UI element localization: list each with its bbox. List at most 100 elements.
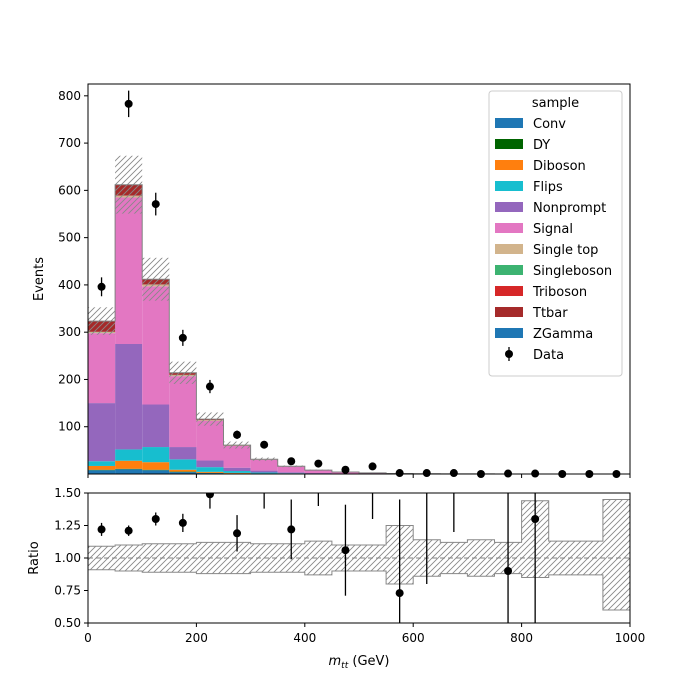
ratio-point: [124, 526, 133, 535]
bar-flips: [196, 467, 224, 472]
bar-diboson: [115, 460, 143, 469]
bar-diboson: [88, 465, 116, 470]
legend-label: Data: [533, 348, 564, 363]
ratio-y-tick-label: 0.75: [54, 584, 81, 598]
data-point: [260, 440, 269, 449]
ratio-band: [88, 546, 116, 570]
bar-signal: [142, 286, 170, 405]
bar-diboson: [169, 469, 197, 472]
legend-label: Diboson: [533, 159, 586, 174]
ratio-band-edge: [88, 569, 630, 611]
bar-nonprompt: [250, 470, 278, 473]
bar-nonprompt: [115, 344, 143, 450]
bar-conv: [142, 470, 170, 474]
data-point: [368, 462, 377, 471]
legend-swatch: [495, 118, 523, 128]
ratio-point: [369, 346, 377, 354]
bar-signal: [250, 459, 278, 471]
ratio-point: [341, 546, 350, 555]
ratio-point: [97, 525, 106, 534]
ratio-point: [423, 476, 431, 484]
ratio-point: [233, 529, 242, 538]
legend-label: Conv: [533, 117, 566, 132]
main-plot: 100 200 300 400 500 600 700 800 Events: [32, 83, 631, 478]
ratio-y-tick-label: 1.25: [54, 519, 81, 533]
data-point: [449, 469, 458, 478]
x-tick-label: 200: [185, 631, 208, 645]
bar-flips: [115, 449, 143, 461]
y-tick-label: 400: [58, 278, 81, 292]
data-point: [124, 99, 133, 108]
bar-signal: [304, 470, 332, 474]
ratio-band: [169, 543, 197, 573]
legend-swatch: [495, 223, 523, 233]
bar-nonprompt: [196, 460, 224, 468]
legend-label: Triboson: [532, 285, 587, 300]
bar-flips: [250, 472, 278, 474]
legend-swatch: [495, 286, 523, 296]
bar-nonprompt: [223, 467, 251, 472]
legend-label: Single top: [533, 243, 598, 258]
ratio-y-tick-label: 1.00: [54, 551, 81, 565]
legend-label: ZGamma: [533, 327, 593, 342]
legend-swatch: [495, 244, 523, 254]
ratio-band-edge: [88, 499, 630, 547]
data-point: [151, 200, 160, 209]
y-tick-label: 500: [58, 231, 81, 245]
bar-signal: [223, 445, 251, 468]
y-tick-label: 800: [58, 89, 81, 103]
bar-nonprompt: [169, 447, 197, 460]
ratio-content: [88, 346, 630, 623]
x-tick-label: 800: [510, 631, 533, 645]
data-point: [395, 469, 404, 478]
y-tick-label: 200: [58, 372, 81, 386]
ratio-point: [178, 518, 187, 527]
x-tick-label: 0: [84, 631, 92, 645]
bar-signal: [115, 197, 143, 344]
ratio-y-axis-label: Ratio: [27, 541, 42, 574]
y-tick-label: 700: [58, 136, 81, 150]
bar-diboson: [142, 462, 170, 470]
data-point: [341, 465, 350, 474]
legend-title: sample: [532, 96, 579, 111]
legend-label: DY: [533, 138, 550, 153]
data-point: [97, 282, 106, 291]
ratio-y-tick-label: 0.50: [54, 616, 81, 630]
ratio-plot: 0.50 0.75 1.00 1.25 1.50 0 200 400 600 800 1000 Rat…: [27, 346, 645, 671]
ratio-point: [287, 525, 296, 534]
data-point: [287, 457, 296, 466]
legend-swatch: [495, 307, 523, 317]
bar-nonprompt: [142, 404, 170, 448]
data-point: [205, 382, 214, 391]
ratio-band: [602, 499, 630, 610]
ratio-point: [151, 515, 160, 523]
bar-flips: [88, 461, 116, 466]
legend-swatch: [495, 160, 523, 170]
x-tick-label: 600: [402, 631, 425, 645]
x-axis-label: mtt (GeV): [329, 654, 390, 671]
ratio-band: [304, 541, 332, 575]
legend-label: Nonprompt: [533, 201, 606, 216]
legend: sample Conv DY Diboson Flips Nonprompt Signal S…: [488, 90, 623, 377]
legend-swatch: [495, 328, 523, 338]
bar-signal: [88, 333, 116, 404]
y-tick-label: 600: [58, 183, 81, 197]
bar-nonprompt: [277, 472, 305, 474]
main-axes-frame: [87, 83, 631, 475]
bar-conv: [115, 469, 143, 474]
ratio-point: [504, 567, 513, 575]
y-tick-label: 300: [58, 325, 81, 339]
bar-diboson: [196, 471, 224, 473]
bar-flips: [169, 459, 197, 470]
bar-nonprompt: [88, 403, 116, 462]
data-point: [314, 459, 323, 468]
legend-label: Singleboson: [533, 264, 612, 279]
ratio-point: [205, 493, 214, 499]
bar-signal: [277, 466, 305, 473]
legend-data-marker: [505, 350, 513, 358]
legend-label: Flips: [533, 180, 563, 195]
bar-signal: [196, 420, 224, 461]
legend-swatch: [495, 139, 523, 149]
bar-conv: [88, 470, 116, 474]
